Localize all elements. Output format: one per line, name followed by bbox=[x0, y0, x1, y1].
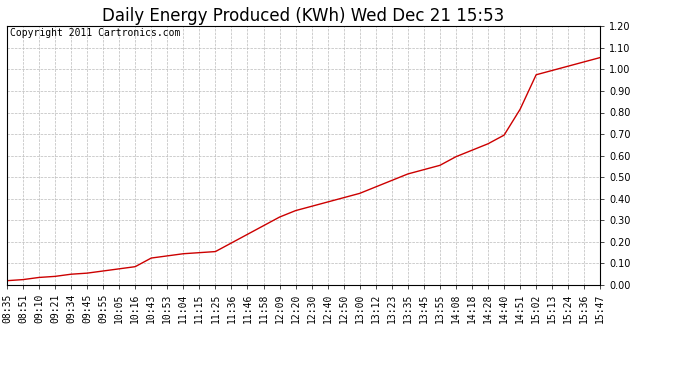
Text: Copyright 2011 Cartronics.com: Copyright 2011 Cartronics.com bbox=[10, 27, 180, 38]
Title: Daily Energy Produced (KWh) Wed Dec 21 15:53: Daily Energy Produced (KWh) Wed Dec 21 1… bbox=[103, 7, 504, 25]
